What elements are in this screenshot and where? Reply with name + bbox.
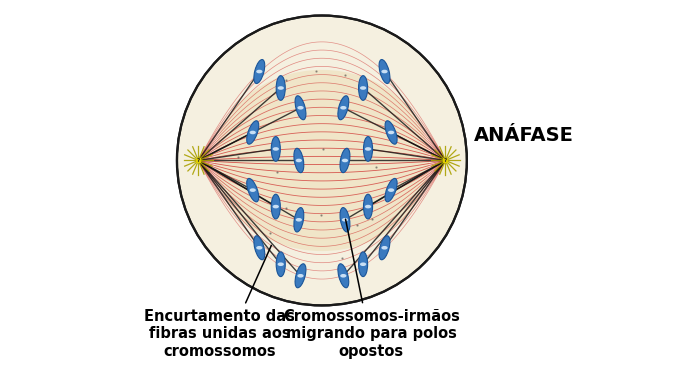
Ellipse shape (388, 131, 395, 134)
Ellipse shape (296, 159, 302, 162)
Ellipse shape (358, 252, 368, 277)
Text: ANÁFASE: ANÁFASE (473, 126, 573, 145)
Ellipse shape (388, 188, 395, 192)
Ellipse shape (295, 96, 306, 120)
Ellipse shape (271, 137, 280, 161)
Ellipse shape (249, 131, 256, 134)
Ellipse shape (273, 205, 279, 208)
Ellipse shape (338, 96, 349, 120)
Ellipse shape (254, 236, 264, 260)
Text: Cromossomos-irmãos
migrando para polos
opostos: Cromossomos-irmãos migrando para polos o… (283, 309, 460, 358)
Text: ?: ? (197, 158, 200, 163)
Ellipse shape (385, 121, 397, 144)
Ellipse shape (294, 148, 304, 173)
Ellipse shape (277, 262, 284, 266)
Ellipse shape (297, 106, 303, 110)
Ellipse shape (360, 262, 366, 266)
Ellipse shape (276, 252, 285, 277)
Ellipse shape (277, 86, 284, 90)
Ellipse shape (247, 121, 259, 144)
Ellipse shape (379, 59, 390, 84)
Ellipse shape (358, 76, 368, 100)
Ellipse shape (273, 147, 279, 151)
Ellipse shape (294, 208, 304, 232)
Ellipse shape (338, 264, 349, 288)
Ellipse shape (379, 236, 390, 260)
Ellipse shape (382, 246, 388, 250)
Ellipse shape (254, 59, 264, 84)
Ellipse shape (340, 106, 347, 110)
Ellipse shape (215, 70, 429, 251)
Ellipse shape (382, 70, 388, 73)
Ellipse shape (297, 274, 303, 278)
Text: Encurtamento das
fibras unidas aos
cromossomos: Encurtamento das fibras unidas aos cromo… (145, 309, 295, 358)
Ellipse shape (364, 137, 373, 161)
Ellipse shape (247, 178, 259, 202)
Ellipse shape (340, 274, 347, 278)
Ellipse shape (249, 188, 256, 192)
Circle shape (177, 16, 467, 306)
Ellipse shape (256, 70, 262, 73)
Ellipse shape (295, 264, 306, 288)
Ellipse shape (342, 159, 348, 162)
Text: ?: ? (444, 158, 447, 163)
Ellipse shape (340, 148, 350, 173)
Ellipse shape (342, 218, 348, 222)
Ellipse shape (276, 76, 285, 100)
Ellipse shape (385, 178, 397, 202)
Ellipse shape (256, 246, 262, 250)
Ellipse shape (360, 86, 366, 90)
Ellipse shape (271, 194, 280, 219)
Ellipse shape (365, 205, 371, 208)
Ellipse shape (340, 208, 350, 232)
Ellipse shape (296, 218, 302, 222)
Ellipse shape (364, 194, 373, 219)
Ellipse shape (365, 147, 371, 151)
